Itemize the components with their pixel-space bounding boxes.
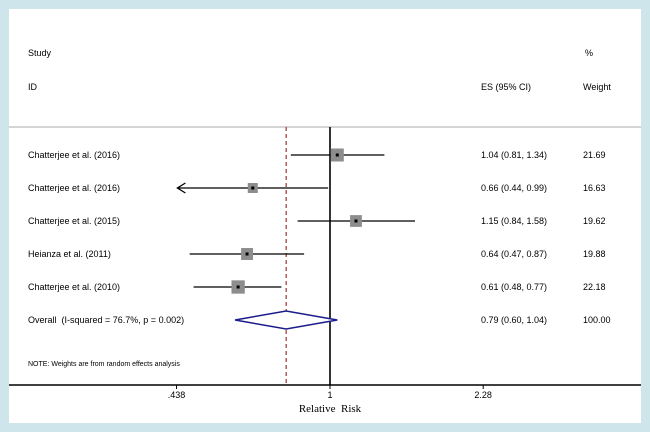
study-es-ci: 1.04 (0.81, 1.34) [481,150,548,160]
study-weight: 19.88 [583,249,606,259]
study-row: Chatterjee et al. (2015) 1.15 (0.84, 1.5… [0,215,650,227]
study-es-ci: 1.15 (0.84, 1.58) [481,216,548,226]
study-row: Chatterjee et al. (2010) 0.61 (0.48, 0.7… [0,281,650,293]
header-weight: Weight [583,82,611,92]
study-row: Heianza et al. (2011) 0.64 (0.47, 0.87) … [0,248,650,260]
plot-area [9,9,641,423]
study-es-ci: 0.61 (0.48, 0.77) [481,282,548,292]
header-study: Study [28,48,52,58]
study-row: Chatterjee et al. (2016) 1.04 (0.81, 1.3… [0,149,650,161]
study-row: Chatterjee et al. (2016) 0.66 (0.44, 0.9… [0,182,650,194]
header-es-ci: ES (95% CI) [481,82,532,92]
x-tick-label: 2.28 [474,390,492,400]
weights-note: NOTE: Weights are from random effects an… [28,361,180,368]
overall-weight: 100.00 [583,315,611,325]
x-tick-label: 1 [327,390,333,400]
study-weight: 21.69 [583,150,606,160]
study-es-ci: 0.64 (0.47, 0.87) [481,249,548,259]
study-id: Chatterjee et al. (2016) [28,150,121,160]
x-axis-title: Relative Risk [298,403,362,415]
overall-row: Overall (I-squared = 76.7%, p = 0.002) 0… [0,314,650,326]
study-id: Chatterjee et al. (2010) [28,282,121,292]
overall-label: Overall (I-squared = 76.7%, p = 0.002) [28,315,185,325]
study-id: Chatterjee et al. (2016) [28,183,121,193]
study-es-ci: 0.66 (0.44, 0.99) [481,183,548,193]
x-tick-label: .438 [167,390,186,400]
study-id: Heianza et al. (2011) [28,249,111,259]
header-percent: % [585,48,594,58]
header-id: ID [28,82,37,92]
study-weight: 16.63 [583,183,606,193]
study-weight: 22.18 [583,282,606,292]
overall-es-ci: 0.79 (0.60, 1.04) [481,315,548,325]
study-id: Chatterjee et al. (2015) [28,216,121,226]
study-weight: 19.62 [583,216,606,226]
